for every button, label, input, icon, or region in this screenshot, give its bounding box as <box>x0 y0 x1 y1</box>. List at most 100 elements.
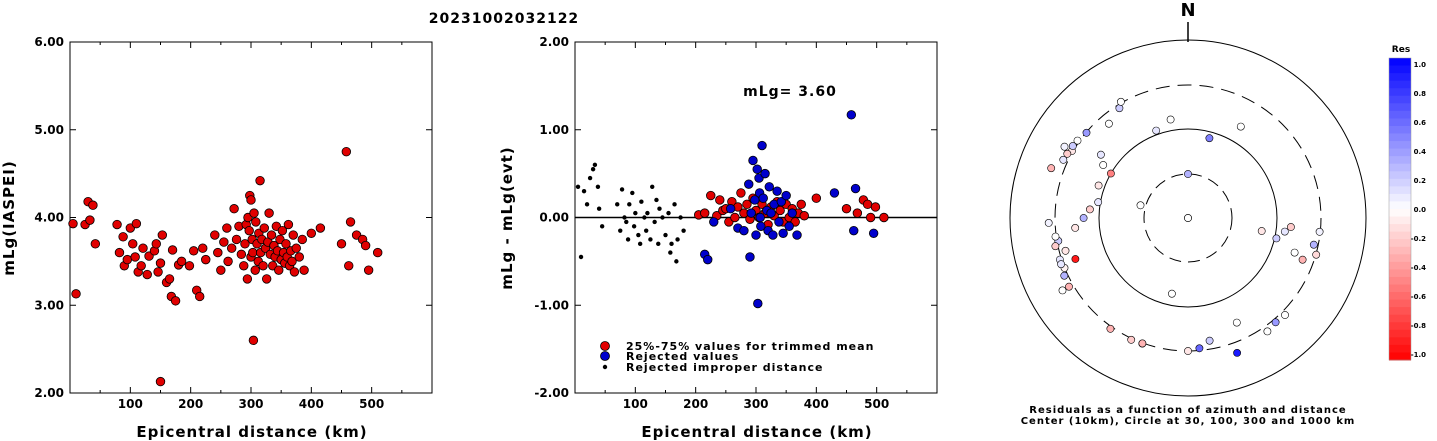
polar-station-point <box>1271 318 1280 327</box>
p1-point <box>360 240 371 251</box>
p2-point <box>868 228 879 238</box>
p1-point <box>184 261 195 271</box>
legend-label-improper: Rejected improper distance <box>626 361 823 374</box>
p1-point <box>201 254 211 265</box>
polar-station-point <box>1287 223 1295 231</box>
p2-point-improper <box>624 219 629 225</box>
colorbar-step <box>1389 156 1411 165</box>
p2-point-improper <box>639 199 644 204</box>
p1-point <box>170 296 181 306</box>
colorbar-step <box>1389 299 1411 308</box>
p1-point <box>277 225 288 236</box>
polar-station-point <box>1309 240 1318 249</box>
ring-1000km <box>1009 39 1367 397</box>
p1-point <box>373 247 383 258</box>
colorbar-title: Res <box>1392 45 1410 55</box>
colorbar-step <box>1389 231 1411 240</box>
polar-station-point <box>1065 282 1073 291</box>
panel-1-x-axis-label: Epicentral distance (km) <box>136 423 367 441</box>
polar-station-point <box>1290 248 1299 257</box>
p2-x-tick-label: 400 <box>804 397 829 411</box>
p2-y-tick-label: -2.00 <box>534 386 569 400</box>
p2-point-improper <box>652 219 657 225</box>
panel-2-y-axis-label: mLg - mLg(evt) <box>498 146 516 289</box>
polar-station-point <box>1058 286 1067 295</box>
p1-point <box>114 247 125 258</box>
polar-station-point <box>1060 142 1069 151</box>
polar-station-point <box>1184 170 1192 178</box>
p1-y-tick-label: 4.00 <box>34 211 64 225</box>
p2-point-improper <box>596 206 602 211</box>
p1-point <box>90 239 101 249</box>
polar-station-point <box>1298 255 1307 264</box>
p1-point <box>198 243 208 253</box>
ring-100km <box>1098 128 1278 308</box>
p1-point <box>131 218 142 229</box>
colorbar-step <box>1389 216 1411 225</box>
p1-point <box>164 274 175 284</box>
polar-station-point <box>1097 150 1105 159</box>
p2-point <box>778 228 788 238</box>
p2-point-improper <box>643 228 649 233</box>
p2-point-improper <box>668 250 673 255</box>
polar-station-point <box>1051 232 1060 241</box>
p2-point <box>756 221 766 231</box>
p1-point <box>88 200 98 210</box>
p1-y-tick-label: 3.00 <box>34 298 64 312</box>
p2-point <box>715 195 725 205</box>
polar-station-point <box>1086 205 1094 214</box>
p2-point <box>745 252 755 262</box>
colorbar-step <box>1389 58 1411 67</box>
p1-point <box>167 245 178 255</box>
p1-point <box>261 274 272 284</box>
p1-point <box>264 208 274 218</box>
polar-station-point <box>1094 198 1103 207</box>
colorbar-step <box>1389 148 1411 157</box>
p2-point <box>757 140 767 151</box>
colorbar-step <box>1389 103 1411 112</box>
colorbar-step <box>1389 329 1411 338</box>
p1-point <box>68 218 78 229</box>
p1-x-tick-label: 300 <box>238 397 263 411</box>
polar-station-point <box>1184 214 1192 222</box>
colorbar-tick-label: 0.2 <box>1414 177 1427 185</box>
colorbar-step <box>1389 269 1411 278</box>
polar-station-point <box>1117 97 1125 106</box>
colorbar-step <box>1389 307 1411 316</box>
polar-station-point <box>1257 227 1266 235</box>
panel-2-points <box>575 110 889 309</box>
panel-1-magnitude: 2.00 3.00 4.00 5.00 6.00 100 200 300 400 500 Epi… <box>0 35 433 441</box>
p1-point <box>244 225 254 236</box>
p2-point <box>862 199 873 210</box>
colorbar-step <box>1389 95 1411 104</box>
colorbar-step <box>1389 163 1411 172</box>
polar-station-point <box>1063 149 1072 158</box>
p2-point <box>792 230 802 240</box>
p1-point <box>236 249 247 260</box>
p1-point <box>283 219 294 230</box>
colorbar-tick-label: -0.2 <box>1411 235 1426 243</box>
p2-point-improper <box>575 184 581 189</box>
p2-x-tick-label: 300 <box>743 397 768 411</box>
colorbar-step <box>1389 352 1411 361</box>
panel-2-y-tick-labels: -2.00 -1.00 0.00 1.00 2.00 <box>534 35 569 400</box>
colorbar-tick-label: 1.0 <box>1414 61 1427 69</box>
colorbar-step <box>1389 254 1411 263</box>
p2-point <box>865 212 876 223</box>
p2-point <box>772 186 782 196</box>
p1-point <box>274 265 284 275</box>
polar-station-point <box>1272 234 1281 243</box>
colorbar-tick-labels: 1.0 0.8 0.6 0.4 0.2 0.0 -0.2 -0.4 -0.6 -0.8 -1.0 <box>1411 61 1426 359</box>
colorbar-step <box>1389 171 1411 180</box>
legend-marker-rejected <box>600 351 610 361</box>
polar-station-point <box>1073 136 1082 145</box>
colorbar-tick-label: 0.4 <box>1414 148 1427 156</box>
colorbar-step <box>1389 80 1411 89</box>
polar-station-point <box>1263 327 1272 336</box>
polar-station-point <box>1195 344 1204 353</box>
p2-point <box>703 254 713 265</box>
colorbar-step <box>1389 344 1411 353</box>
colorbar-step <box>1389 73 1411 82</box>
legend-marker-improper <box>602 364 608 370</box>
p1-point <box>291 243 301 253</box>
